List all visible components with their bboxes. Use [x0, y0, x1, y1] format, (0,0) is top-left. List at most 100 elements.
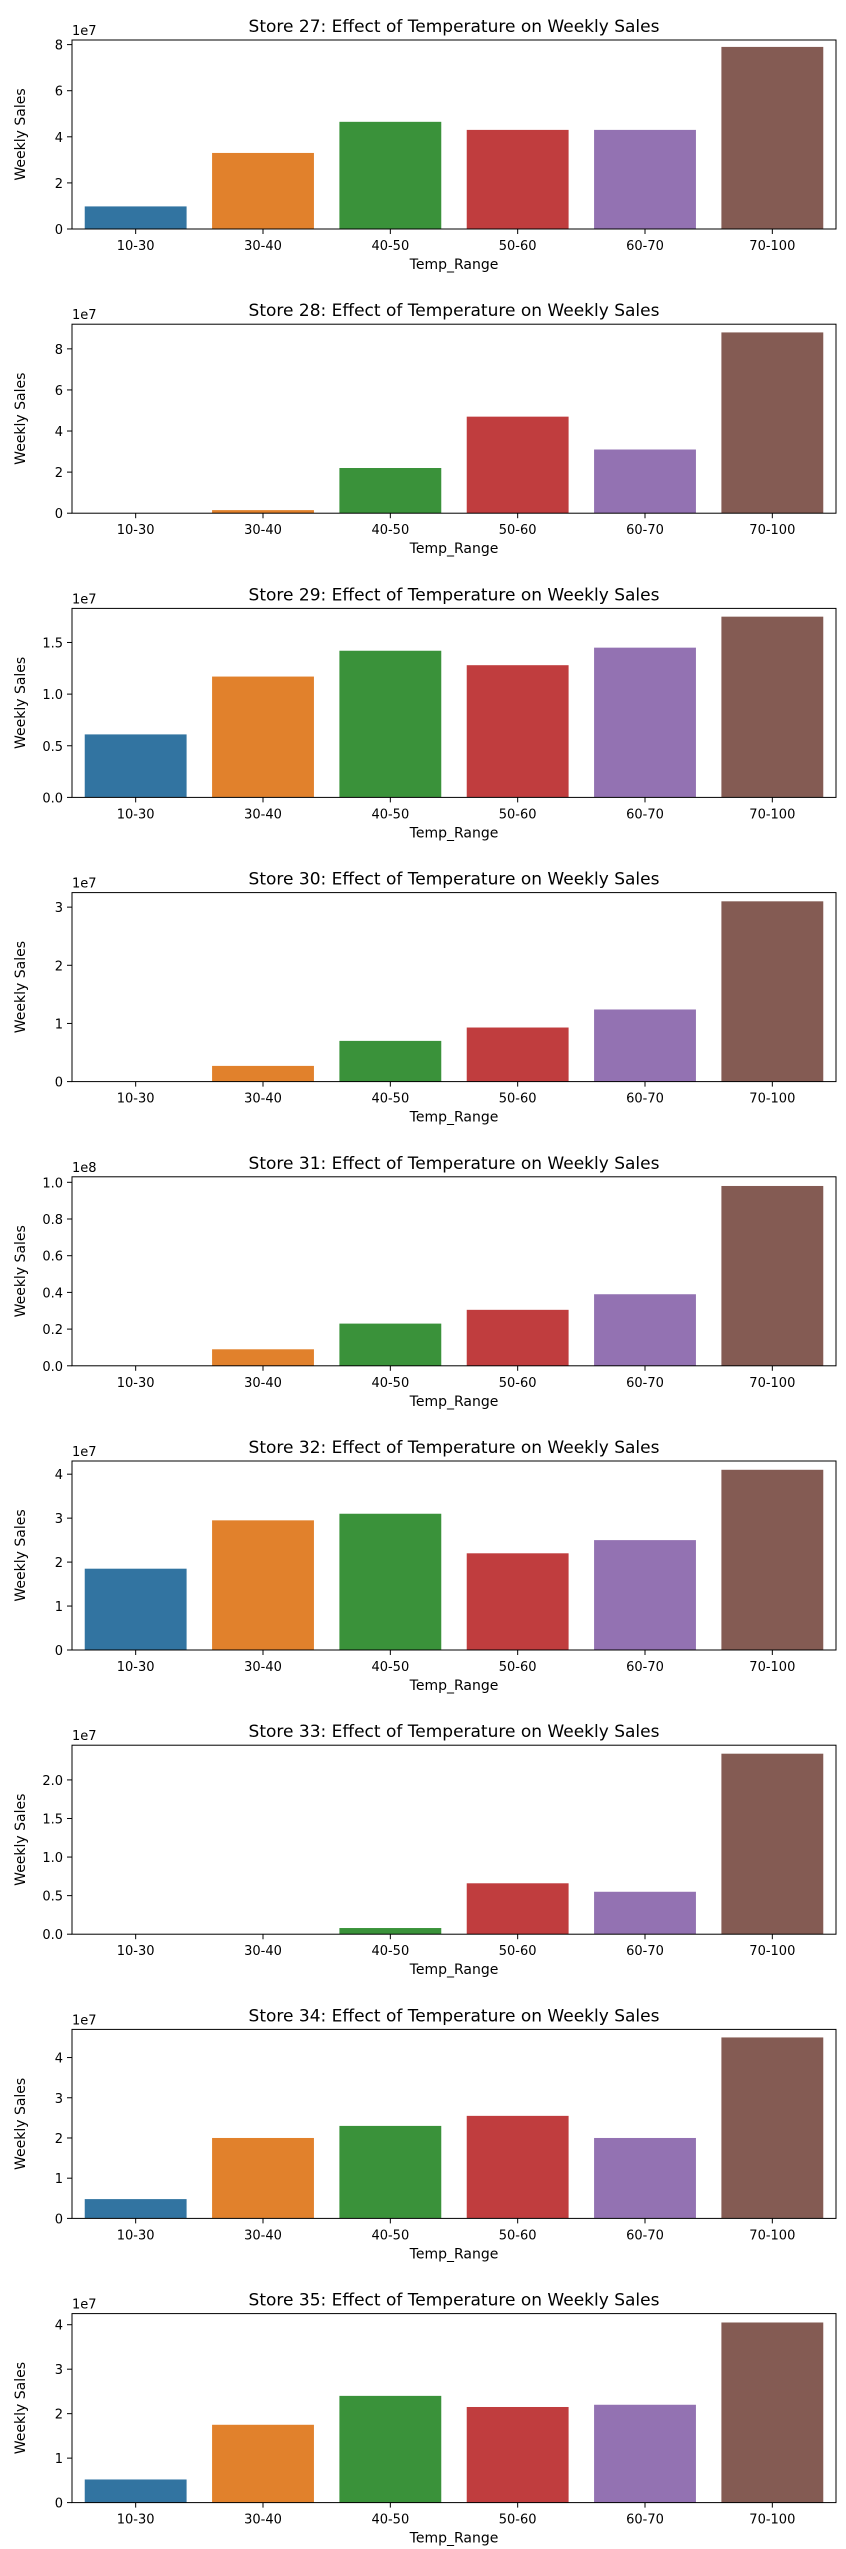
x-tick-label: 50-60	[499, 239, 537, 254]
bar-40-50	[339, 2395, 442, 2503]
plot-frame	[71, 323, 837, 514]
x-tick-label: 40-50	[371, 1944, 409, 1959]
x-tick-label: 30-40	[244, 2228, 282, 2243]
bar-10-30	[84, 2199, 187, 2219]
y-tick-label: 0	[55, 2497, 63, 2512]
x-tick-label: 10-30	[117, 1092, 155, 1107]
chart-title: Store 35: Effect of Temperature on Weekl…	[249, 2291, 660, 2311]
y-scale-label: 1e8	[72, 1161, 97, 1176]
x-tick-label: 30-40	[244, 1944, 282, 1959]
y-tick-label: 0.0	[42, 791, 63, 806]
bar-70-100	[721, 332, 824, 514]
bar-10-30	[84, 2479, 187, 2503]
x-tick-label: 70-100	[749, 2228, 795, 2243]
x-tick-label: 70-100	[749, 1944, 795, 1959]
x-tick-label: 70-100	[749, 807, 795, 822]
x-tick-label: 30-40	[244, 1376, 282, 1391]
y-tick-label: 1	[55, 1600, 63, 1615]
bar-70-100	[721, 2322, 824, 2503]
bar-70-100	[721, 1469, 824, 1650]
plot-frame	[71, 2313, 837, 2504]
x-axis-label: Temp_Range	[409, 825, 499, 841]
y-tick-label: 0.0	[42, 1360, 63, 1375]
chart-panel-3: Store 30: Effect of Temperature on Weekl…	[13, 870, 837, 1126]
x-tick-label: 10-30	[117, 2513, 155, 2528]
x-tick-label: 60-70	[626, 1092, 664, 1107]
y-tick-label: 1.0	[42, 688, 63, 703]
bar-70-100	[721, 616, 824, 798]
x-axis-label: Temp_Range	[409, 1394, 499, 1410]
bar-50-60	[466, 129, 569, 229]
bar-60-70	[594, 1540, 696, 1650]
x-tick-label: 40-50	[371, 1376, 409, 1391]
y-tick-label: 2	[55, 2408, 63, 2423]
bar-10-30	[84, 734, 187, 798]
bar-30-40	[212, 676, 314, 798]
y-tick-label: 0	[55, 1076, 63, 1091]
y-tick-label: 2.0	[42, 1774, 63, 1789]
y-tick-label: 3	[55, 901, 63, 916]
y-axis-label: Weekly Sales	[13, 2362, 29, 2454]
bar-60-70	[594, 449, 696, 514]
y-scale-label: 1e7	[72, 2013, 97, 2028]
y-tick-label: 0	[55, 1644, 63, 1659]
plot-frame	[71, 892, 837, 1083]
y-tick-label: 6	[55, 384, 63, 399]
y-axis-label: Weekly Sales	[13, 941, 29, 1033]
y-tick-label: 3	[55, 2363, 63, 2378]
bar-70-100	[721, 901, 824, 1082]
y-tick-label: 2	[55, 1556, 63, 1571]
bar-30-40	[212, 2424, 314, 2503]
y-scale-label: 1e7	[72, 592, 97, 607]
y-axis-label: Weekly Sales	[13, 657, 29, 749]
y-tick-label: 1.0	[42, 1176, 63, 1191]
bar-60-70	[594, 1294, 696, 1366]
plot-frame	[71, 607, 837, 798]
chart-panel-5: Store 32: Effect of Temperature on Weekl…	[13, 1438, 837, 1694]
y-tick-label: 2	[55, 959, 63, 974]
y-scale-label: 1e7	[72, 1729, 97, 1744]
x-tick-label: 70-100	[749, 1660, 795, 1675]
x-axis-label: Temp_Range	[409, 1962, 499, 1978]
x-tick-label: 50-60	[499, 1944, 537, 1959]
y-tick-label: 1.5	[42, 1812, 63, 1827]
y-tick-label: 0.5	[42, 740, 63, 755]
bar-60-70	[594, 647, 696, 798]
x-axis-label: Temp_Range	[409, 1110, 499, 1126]
y-tick-label: 2	[55, 177, 63, 192]
bar-50-60	[466, 1027, 569, 1082]
bar-70-100	[721, 1753, 824, 1935]
x-tick-label: 30-40	[244, 239, 282, 254]
x-tick-label: 40-50	[371, 2228, 409, 2243]
chart-panel-4: Store 31: Effect of Temperature on Weekl…	[13, 1154, 837, 1410]
y-scale-label: 1e7	[72, 2298, 97, 2313]
bar-30-40	[212, 1065, 314, 1082]
x-tick-label: 70-100	[749, 1092, 795, 1107]
x-axis-label: Temp_Range	[409, 2531, 499, 2547]
x-tick-label: 50-60	[499, 1092, 537, 1107]
y-tick-label: 4	[55, 2319, 63, 2334]
bar-60-70	[594, 2137, 696, 2219]
x-tick-label: 70-100	[749, 523, 795, 538]
x-tick-label: 40-50	[371, 239, 409, 254]
y-tick-label: 2	[55, 466, 63, 481]
y-tick-label: 1.0	[42, 1851, 63, 1866]
bar-30-40	[212, 2137, 314, 2219]
y-tick-label: 0.0	[42, 1928, 63, 1943]
x-tick-label: 50-60	[499, 523, 537, 538]
x-tick-label: 40-50	[371, 1660, 409, 1675]
x-tick-label: 60-70	[626, 807, 664, 822]
x-tick-label: 10-30	[117, 523, 155, 538]
y-scale-label: 1e7	[72, 877, 97, 892]
bar-60-70	[594, 1891, 696, 1935]
bar-10-30	[84, 1568, 187, 1650]
chart-panel-6: Store 33: Effect of Temperature on Weekl…	[13, 1722, 837, 1978]
y-tick-label: 1	[55, 1017, 63, 1032]
x-tick-label: 50-60	[499, 2228, 537, 2243]
y-tick-label: 0	[55, 2212, 63, 2227]
plot-frame	[71, 2028, 837, 2219]
x-tick-label: 50-60	[499, 1376, 537, 1391]
plot-frame	[71, 39, 837, 230]
y-tick-label: 4	[55, 1468, 63, 1483]
x-tick-label: 50-60	[499, 2513, 537, 2528]
